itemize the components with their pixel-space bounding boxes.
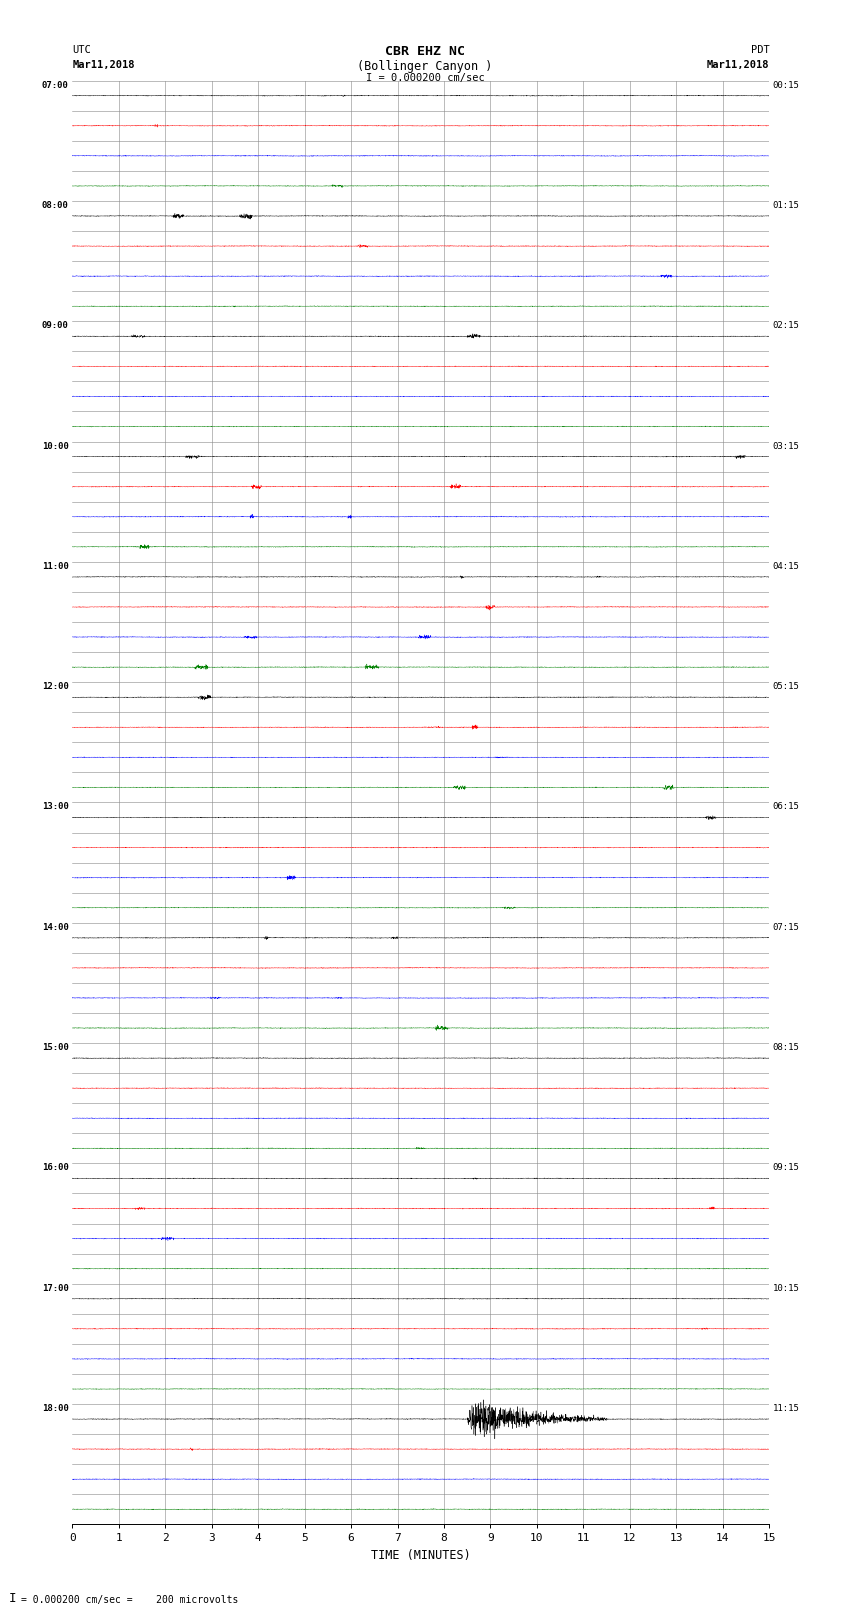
Text: 02:15: 02:15 [773, 321, 800, 331]
Text: 04:15: 04:15 [773, 561, 800, 571]
Text: PDT: PDT [751, 45, 769, 55]
Text: 08:15: 08:15 [773, 1044, 800, 1052]
Text: 16:00: 16:00 [42, 1163, 69, 1173]
Text: 11:00: 11:00 [42, 561, 69, 571]
Text: 07:00: 07:00 [42, 81, 69, 90]
Text: I = 0.000200 cm/sec: I = 0.000200 cm/sec [366, 73, 484, 82]
X-axis label: TIME (MINUTES): TIME (MINUTES) [371, 1548, 471, 1561]
Text: 15:00: 15:00 [42, 1044, 69, 1052]
Text: 12:00: 12:00 [42, 682, 69, 690]
Text: 17:00: 17:00 [42, 1284, 69, 1292]
Text: UTC: UTC [72, 45, 91, 55]
Text: 10:00: 10:00 [42, 442, 69, 450]
Text: = 0.000200 cm/sec =    200 microvolts: = 0.000200 cm/sec = 200 microvolts [21, 1595, 239, 1605]
Text: 01:15: 01:15 [773, 202, 800, 210]
Text: 00:15: 00:15 [773, 81, 800, 90]
Text: Mar11,2018: Mar11,2018 [706, 60, 769, 69]
Text: 07:15: 07:15 [773, 923, 800, 932]
Text: 11:15: 11:15 [773, 1403, 800, 1413]
Text: 18:00: 18:00 [42, 1403, 69, 1413]
Text: 14:00: 14:00 [42, 923, 69, 932]
Text: 09:00: 09:00 [42, 321, 69, 331]
Text: 08:00: 08:00 [42, 202, 69, 210]
Text: I: I [8, 1592, 16, 1605]
Text: (Bollinger Canyon ): (Bollinger Canyon ) [357, 60, 493, 73]
Text: 06:15: 06:15 [773, 803, 800, 811]
Text: 09:15: 09:15 [773, 1163, 800, 1173]
Text: 03:15: 03:15 [773, 442, 800, 450]
Text: 10:15: 10:15 [773, 1284, 800, 1292]
Text: 13:00: 13:00 [42, 803, 69, 811]
Text: 05:15: 05:15 [773, 682, 800, 690]
Text: CBR EHZ NC: CBR EHZ NC [385, 45, 465, 58]
Text: Mar11,2018: Mar11,2018 [72, 60, 135, 69]
